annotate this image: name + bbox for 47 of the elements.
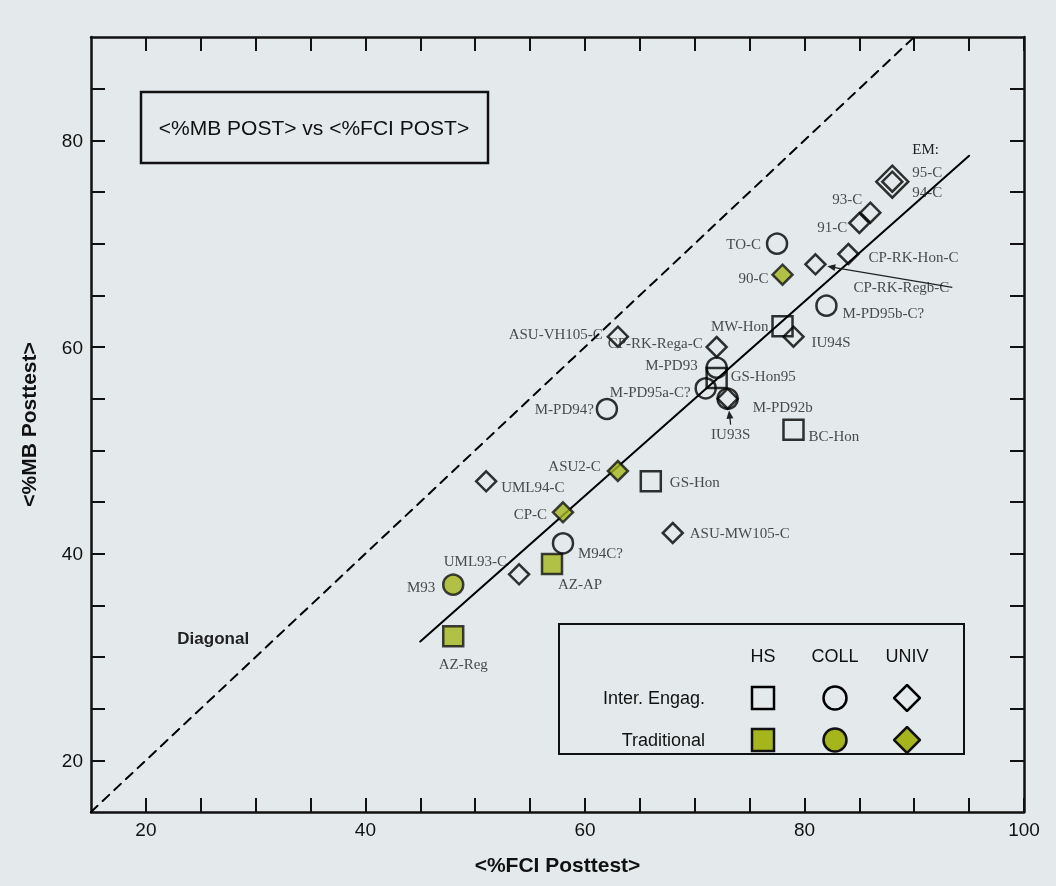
x-tick-label: 80 <box>793 819 816 840</box>
annotation: M-PD93 <box>645 356 698 373</box>
annotation: M-PD95b-C? <box>842 304 925 321</box>
annotation: CP-RK-Regb-C <box>853 279 950 296</box>
annotation: IU94S <box>811 333 851 350</box>
annotation: Diagonal <box>177 629 250 649</box>
annotation: UNIV <box>884 644 930 668</box>
annotation: GS-Hon95 <box>730 368 796 384</box>
annotation: IU93S <box>711 425 751 442</box>
annotation: ASU-MW105-C <box>689 525 790 541</box>
annotation: AZ-AP <box>558 576 603 592</box>
x-tick-label: 40 <box>354 819 376 840</box>
annotation: 90-C <box>738 269 769 286</box>
annotation: M-PD92b <box>752 398 813 415</box>
annotation: UML93-C <box>443 553 508 570</box>
y-tick-label: 40 <box>61 543 83 565</box>
x-tick-label: 100 <box>1008 819 1040 840</box>
y-tick-label: 20 <box>61 749 83 771</box>
x-tick-label: 20 <box>135 819 157 840</box>
x-axis-title: <%FCI Posttest> <box>474 853 641 876</box>
x-tick-label: 60 <box>574 819 596 840</box>
text: <%MB POST> vs <%FCI POST> <box>158 115 470 139</box>
annotation: GS-Hon <box>669 474 721 491</box>
annotation: HS <box>749 644 777 668</box>
annotation: CP-RK-Hon-C <box>868 249 959 265</box>
annotation: MW-Hon <box>711 318 770 335</box>
annotation: AZ-Reg <box>438 656 489 673</box>
annotation: UML94-C <box>501 479 565 496</box>
annotation: ASU2-C <box>548 458 601 474</box>
annotation: BC-Hon <box>808 427 860 444</box>
annotation: 91-C <box>817 219 848 235</box>
annotation: 93-C <box>832 190 863 207</box>
annotation: Inter. Engag. <box>601 686 706 710</box>
annotation: TO-C <box>726 235 762 252</box>
annotation: CP-C <box>513 506 547 523</box>
annotation: ASU-VH105-C <box>508 325 603 342</box>
annotation: M93 <box>406 578 436 595</box>
annotation: COLL <box>810 644 860 668</box>
y-axis-title: <%MB Posttest> <box>17 342 40 507</box>
annotation: 95-C <box>912 163 943 180</box>
annotation: M-PD95a-C? <box>609 384 692 401</box>
annotation: M-PD94? <box>534 401 595 417</box>
annotation: EM: <box>912 140 939 157</box>
y-tick-label: 60 <box>61 336 83 358</box>
y-tick-label: 80 <box>61 129 83 151</box>
annotation: M94C? <box>577 545 624 562</box>
annotation: Traditional <box>620 728 706 752</box>
